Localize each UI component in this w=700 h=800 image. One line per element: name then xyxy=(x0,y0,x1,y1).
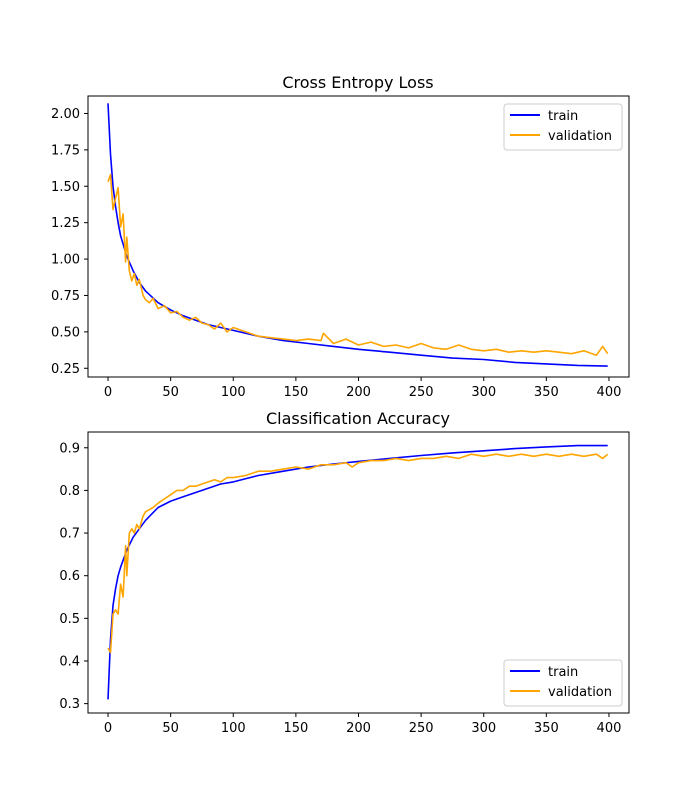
loss-y-tick-label: 0.75 xyxy=(51,289,80,304)
loss-series-train-line xyxy=(107,103,608,367)
accuracy-plot-area xyxy=(107,444,609,700)
accuracy-legend-train-label: train xyxy=(548,665,578,680)
accuracy-series-validation-line xyxy=(107,453,609,654)
loss-y-tick-label: 2.00 xyxy=(51,107,80,122)
accuracy-y-tick-label: 0.8 xyxy=(59,484,80,499)
loss-x-tick-label: 100 xyxy=(221,385,246,400)
accuracy-chart: Classification Accuracy 0 50 100 150 200 250 3… xyxy=(59,409,630,736)
accuracy-legend: train validation xyxy=(503,659,623,707)
loss-plot-area xyxy=(107,103,609,367)
loss-x-tick-label: 50 xyxy=(162,385,179,400)
loss-x-tick-label: 150 xyxy=(283,385,308,400)
loss-ticks: 0 50 100 150 200 250 300 350 400 0.25 0.50 0.75 1.00… xyxy=(51,107,621,400)
accuracy-x-tick-label: 250 xyxy=(409,721,434,736)
accuracy-series-train-line xyxy=(107,444,608,700)
loss-x-tick-label: 400 xyxy=(597,385,622,400)
loss-x-tick-label: 350 xyxy=(534,385,559,400)
loss-chart-title: Cross Entropy Loss xyxy=(282,73,433,92)
accuracy-y-tick-label: 0.3 xyxy=(59,697,80,712)
loss-y-tick-label: 1.25 xyxy=(51,216,80,231)
loss-x-tick-label: 300 xyxy=(471,385,496,400)
accuracy-x-tick-label: 300 xyxy=(471,721,496,736)
accuracy-x-tick-label: 150 xyxy=(283,721,308,736)
accuracy-ticks: 0 50 100 150 200 250 300 350 400 0.3 0.4 0.5 0.6 0.7 0… xyxy=(59,441,621,736)
loss-y-tick-label: 0.25 xyxy=(51,362,80,377)
loss-series-validation-line xyxy=(107,173,609,357)
loss-y-tick-label: 1.75 xyxy=(51,143,80,158)
loss-legend: train validation xyxy=(503,103,623,151)
loss-chart: Cross Entropy Loss 0 50 100 150 200 250 300 350… xyxy=(51,73,630,400)
accuracy-x-tick-label: 200 xyxy=(346,721,371,736)
loss-legend-train-label: train xyxy=(548,109,578,124)
accuracy-y-tick-label: 0.7 xyxy=(59,527,80,542)
accuracy-x-tick-label: 100 xyxy=(221,721,246,736)
loss-y-tick-label: 1.50 xyxy=(51,180,80,195)
loss-x-tick-label: 0 xyxy=(104,385,112,400)
accuracy-y-tick-label: 0.6 xyxy=(59,569,80,584)
accuracy-x-tick-label: 0 xyxy=(104,721,112,736)
loss-y-tick-label: 0.50 xyxy=(51,325,80,340)
accuracy-x-tick-label: 50 xyxy=(162,721,179,736)
accuracy-y-tick-label: 0.5 xyxy=(59,612,80,627)
accuracy-chart-title: Classification Accuracy xyxy=(266,409,450,428)
accuracy-y-tick-label: 0.9 xyxy=(59,441,80,456)
accuracy-x-tick-label: 350 xyxy=(534,721,559,736)
accuracy-legend-validation-label: validation xyxy=(548,685,612,700)
loss-x-tick-label: 200 xyxy=(346,385,371,400)
accuracy-y-tick-label: 0.4 xyxy=(59,654,80,669)
loss-x-tick-label: 250 xyxy=(409,385,434,400)
loss-legend-validation-label: validation xyxy=(548,129,612,144)
loss-y-tick-label: 1.00 xyxy=(51,253,80,268)
accuracy-x-tick-label: 400 xyxy=(597,721,622,736)
